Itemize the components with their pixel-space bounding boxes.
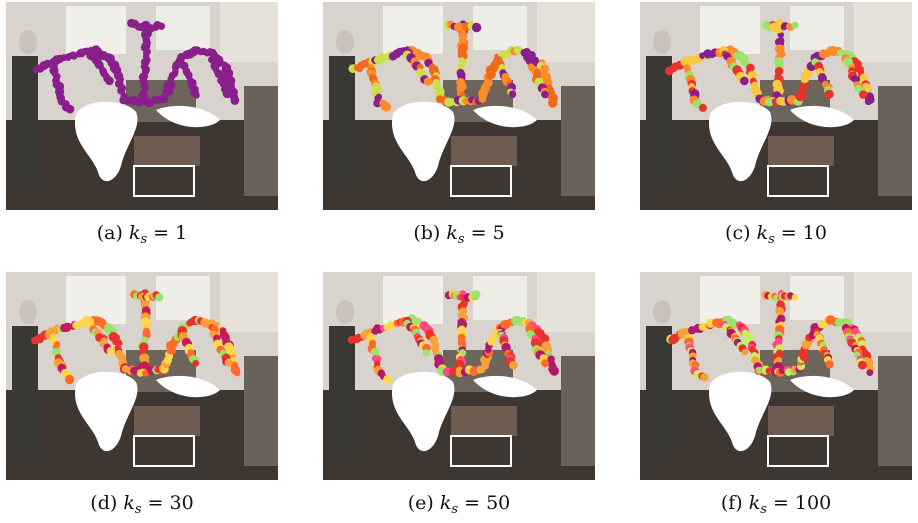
scene-illustration — [640, 272, 912, 480]
panel-c-image — [640, 2, 912, 210]
caption-b: (b) ks = 5 — [323, 222, 595, 247]
scene-illustration — [6, 2, 278, 210]
caption-equals: = — [141, 492, 170, 514]
scene-illustration — [640, 2, 912, 210]
caption-symbol: k — [756, 222, 769, 244]
caption-letter: (e) — [407, 492, 434, 514]
caption-symbol: k — [128, 222, 141, 244]
panel-a-image — [6, 2, 278, 210]
scene-illustration — [323, 2, 595, 210]
caption-equals: = — [458, 492, 487, 514]
caption-letter: (b) — [413, 222, 441, 244]
caption-e: (e) ks = 50 — [323, 492, 595, 517]
caption-k-value: 30 — [169, 492, 194, 514]
caption-subscript: s — [768, 232, 775, 247]
panel-f-image — [640, 272, 912, 480]
caption-k-value: 100 — [794, 492, 832, 514]
caption-subscript: s — [457, 232, 465, 247]
caption-f: (f) ks = 100 — [640, 492, 912, 517]
caption-k-value: 1 — [175, 222, 188, 244]
scene-illustration — [6, 272, 278, 480]
caption-equals: = — [774, 222, 803, 244]
caption-subscript: s — [760, 502, 767, 517]
caption-subscript: s — [451, 502, 459, 517]
caption-letter: (c) — [725, 222, 751, 244]
caption-symbol: k — [446, 222, 458, 244]
caption-letter: (d) — [90, 492, 118, 514]
caption-symbol: k — [123, 492, 135, 514]
caption-k-value: 50 — [486, 492, 511, 514]
caption-a: (a) ks = 1 — [6, 222, 278, 247]
caption-letter: (f) — [720, 492, 743, 514]
caption-subscript: s — [140, 232, 148, 247]
caption-subscript: s — [134, 502, 142, 517]
scene-illustration — [323, 272, 595, 480]
caption-symbol: k — [439, 492, 452, 514]
panel-d-image — [6, 272, 278, 480]
caption-k-value: 5 — [492, 222, 505, 244]
panel-e-image — [323, 272, 595, 480]
caption-equals: = — [464, 222, 493, 244]
panel-b-image — [323, 2, 595, 210]
caption-c: (c) ks = 10 — [640, 222, 912, 247]
caption-letter: (a) — [96, 222, 123, 244]
caption-equals: = — [147, 222, 176, 244]
caption-k-value: 10 — [802, 222, 827, 244]
caption-d: (d) ks = 30 — [6, 492, 278, 517]
caption-equals: = — [766, 492, 795, 514]
caption-symbol: k — [748, 492, 761, 514]
